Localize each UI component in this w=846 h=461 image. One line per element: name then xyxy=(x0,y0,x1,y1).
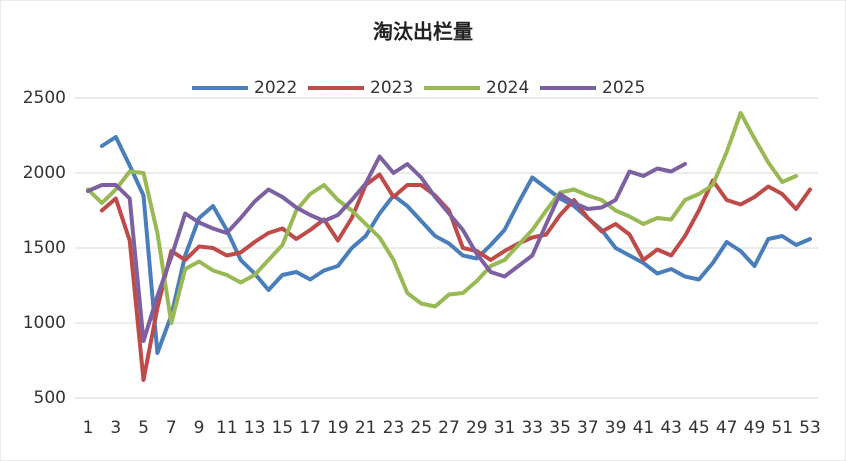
x-tick-label: 35 xyxy=(549,418,571,438)
x-tick-label: 9 xyxy=(194,418,205,438)
x-tick-label: 15 xyxy=(272,418,294,438)
x-tick-label: 51 xyxy=(771,418,793,438)
x-tick-label: 1 xyxy=(83,418,94,438)
series-line xyxy=(99,135,812,355)
y-tick-label: 500 xyxy=(34,388,66,408)
x-tick-label: 7 xyxy=(166,418,177,438)
x-tick-label: 17 xyxy=(299,418,321,438)
x-tick-label: 37 xyxy=(577,418,599,438)
x-tick-label: 19 xyxy=(327,418,349,438)
x-tick-label: 27 xyxy=(438,418,460,438)
legend-label: 2025 xyxy=(602,78,645,98)
y-tick-label: 2500 xyxy=(23,88,66,108)
y-tick-label: 2000 xyxy=(23,163,66,183)
x-tick-label: 41 xyxy=(633,418,655,438)
x-tick-label: 49 xyxy=(744,418,766,438)
legend-label: 2023 xyxy=(370,78,413,98)
x-tick-label: 13 xyxy=(244,418,266,438)
series-line xyxy=(86,154,687,343)
legend-label: 2022 xyxy=(254,78,297,98)
x-tick-label: 3 xyxy=(110,418,121,438)
x-tick-label: 53 xyxy=(799,418,821,438)
x-tick-label: 29 xyxy=(466,418,488,438)
x-tick-label: 21 xyxy=(355,418,377,438)
y-tick-label: 1000 xyxy=(23,313,66,333)
x-tick-label: 47 xyxy=(716,418,738,438)
chart-title: 淘汰出栏量 xyxy=(373,20,473,44)
x-tick-label: 39 xyxy=(605,418,627,438)
x-tick-label: 43 xyxy=(660,418,682,438)
x-tick-label: 45 xyxy=(688,418,710,438)
legend-label: 2024 xyxy=(486,78,529,98)
series-line xyxy=(86,111,799,325)
series-line xyxy=(99,172,812,382)
x-tick-label: 33 xyxy=(521,418,543,438)
x-tick-label: 25 xyxy=(410,418,432,438)
y-tick-label: 1500 xyxy=(23,238,66,258)
x-tick-label: 11 xyxy=(216,418,238,438)
x-tick-label: 31 xyxy=(494,418,516,438)
x-tick-label: 5 xyxy=(138,418,149,438)
x-tick-label: 23 xyxy=(383,418,405,438)
